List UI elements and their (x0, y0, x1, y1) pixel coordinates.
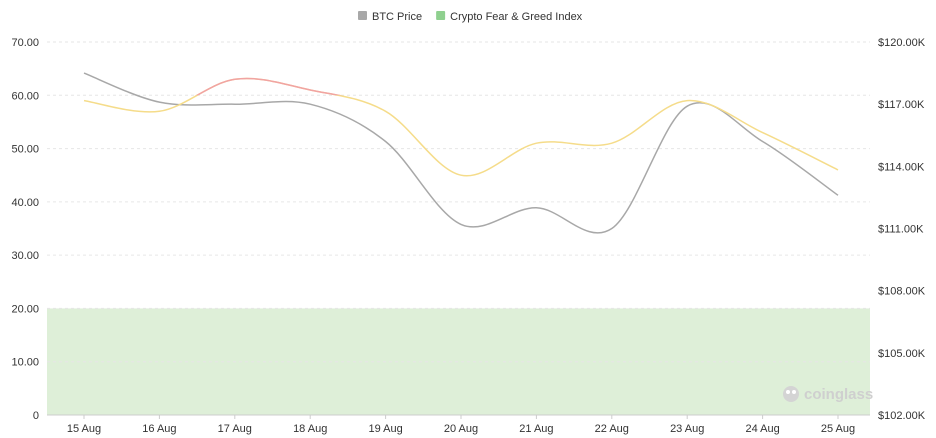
x-tick-label: 20 Aug (444, 423, 478, 435)
series-lines (83, 72, 839, 234)
legend-label: BTC Price (372, 11, 422, 23)
x-tick-label: 18 Aug (293, 423, 327, 435)
x-tick-label: 23 Aug (670, 423, 704, 435)
sentiment-bands (47, 308, 870, 415)
x-tick-label: 24 Aug (745, 423, 779, 435)
x-tick-label: 25 Aug (821, 423, 855, 435)
watermark: coinglass (783, 386, 873, 403)
y-right-tick-label: $114.00K (878, 161, 925, 173)
legend-item[interactable]: Crypto Fear & Greed Index (436, 11, 583, 23)
x-tick-label: 21 Aug (519, 423, 553, 435)
btc-price-line (83, 72, 839, 234)
x-tick-label: 15 Aug (67, 423, 101, 435)
extreme-fear-band (47, 308, 870, 415)
y-left-tick-label: 20.00 (11, 303, 39, 315)
y-left-tick-label: 50.00 (11, 144, 39, 156)
watermark-text: coinglass (804, 386, 873, 403)
y-right-tick-label: $120.00K (878, 37, 926, 49)
y-right-tick-label: $117.00K (878, 99, 925, 111)
x-tick-label: 16 Aug (142, 423, 176, 435)
y-left-tick-label: 40.00 (11, 197, 39, 209)
y-right-tick-label: $105.00K (878, 348, 926, 360)
axes: 70.00 60.00 50.00 40.00 30.00 20.00 10.00 0 $120… (11, 37, 925, 435)
legend-label: Crypto Fear & Greed Index (450, 11, 583, 23)
legend-item[interactable]: BTC Price (358, 11, 422, 23)
y-right-tick-label: $102.00K (878, 410, 926, 422)
y-right-tick-label: $108.00K (878, 286, 926, 298)
crypto-fear-greed-index-greed-segment (195, 77, 343, 96)
legend-swatch (436, 11, 446, 20)
x-tick-label: 17 Aug (218, 423, 252, 435)
x-tick-label: 22 Aug (595, 423, 629, 435)
y-left-tick-label: 70.00 (11, 37, 39, 49)
crypto-fear-greed-index-line (83, 77, 839, 177)
legend-swatch (358, 11, 367, 20)
y-left-tick-label: 30.00 (11, 250, 39, 262)
y-left-tick-label: 60.00 (11, 90, 39, 102)
y-right-tick-label: $111.00K (878, 224, 924, 236)
y-left-tick-label: 0 (33, 410, 39, 422)
y-left-tick-label: 10.00 (11, 357, 39, 369)
coinglass-logo-icon (783, 386, 799, 402)
x-tick-label: 19 Aug (368, 423, 402, 435)
legend[interactable]: BTC Price Crypto Fear & Greed Index (358, 11, 583, 23)
